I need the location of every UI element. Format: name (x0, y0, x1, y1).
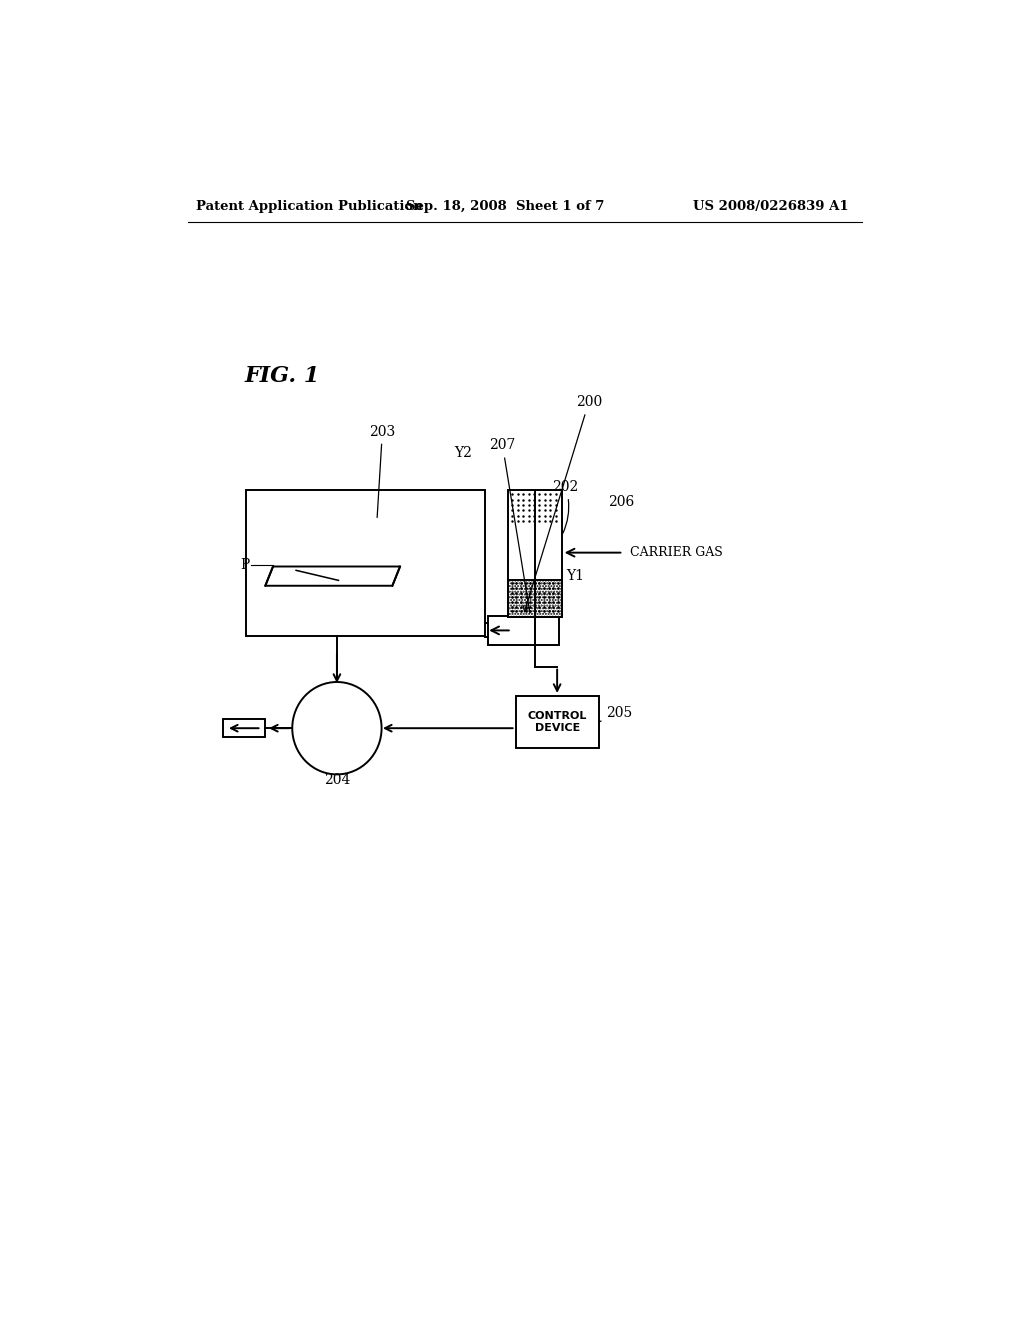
Text: CONTROL
DEVICE: CONTROL DEVICE (527, 711, 587, 733)
Bar (515, 696, 599, 748)
Text: Y2: Y2 (455, 446, 472, 461)
Text: Sep. 18, 2008  Sheet 1 of 7: Sep. 18, 2008 Sheet 1 of 7 (407, 199, 604, 213)
Bar (487, 615, 559, 645)
Text: 204: 204 (324, 772, 350, 787)
Text: 207: 207 (489, 438, 529, 612)
Bar (246, 490, 484, 636)
Bar (508, 490, 562, 616)
Text: 202: 202 (553, 480, 579, 533)
Bar (223, 719, 264, 738)
Text: CARRIER GAS: CARRIER GAS (630, 546, 722, 560)
Text: FIG. 1: FIG. 1 (245, 364, 319, 387)
Text: 200: 200 (523, 396, 602, 611)
Text: P: P (241, 558, 250, 572)
Text: Y1: Y1 (566, 569, 585, 583)
Text: 203: 203 (370, 425, 395, 517)
Bar (508, 579, 562, 616)
Text: 205: 205 (599, 706, 633, 722)
Ellipse shape (292, 682, 382, 775)
Text: 206: 206 (608, 495, 634, 510)
Text: US 2008/0226839 A1: US 2008/0226839 A1 (692, 199, 848, 213)
Text: Patent Application Publication: Patent Application Publication (196, 199, 423, 213)
